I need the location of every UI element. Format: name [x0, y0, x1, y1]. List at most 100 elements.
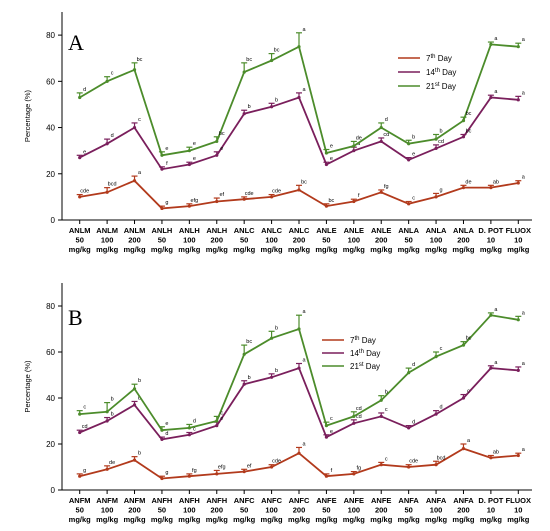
data-point [489, 186, 493, 190]
data-point [407, 158, 411, 162]
significance-label: c [83, 405, 86, 411]
significance-label: e [330, 429, 333, 435]
x-tick-label-line: mg/kg [96, 515, 119, 524]
data-point [132, 387, 137, 391]
x-tick-label-line: ANLA [426, 226, 447, 235]
significance-label: e [193, 156, 196, 162]
significance-label: bc [246, 339, 252, 345]
data-point [187, 204, 191, 208]
x-tick-label: FLUOX 10 mg/kg [506, 496, 531, 524]
significance-label: efg [218, 464, 226, 470]
x-tick-label: ANFH 200 mg/kg [206, 496, 229, 524]
x-tick-label-line: mg/kg [151, 245, 174, 254]
legend-entry-base: 21 [350, 362, 359, 371]
data-point [105, 190, 109, 194]
data-point [516, 98, 520, 102]
x-tick-label: ANFC 200 mg/kg [288, 496, 311, 524]
data-point [352, 149, 356, 153]
x-tick-label-line: 200 [457, 506, 470, 515]
legend-entry-sup: th [359, 349, 364, 355]
x-tick-label: ANFC 100 mg/kg [261, 496, 284, 524]
data-point [379, 463, 383, 467]
data-point [187, 149, 191, 153]
x-tick-label-line: 200 [375, 506, 388, 515]
data-point [379, 414, 383, 418]
data-point [379, 125, 383, 130]
x-tick-label-line: 50 [240, 236, 248, 245]
legend-entry-sup: st [359, 362, 364, 368]
data-point [78, 474, 82, 478]
data-point [489, 366, 493, 370]
significance-label: cd [438, 139, 444, 145]
x-tick-label-line: 50 [404, 506, 412, 515]
x-tick-label-line: mg/kg [206, 515, 229, 524]
significance-label: c [467, 389, 470, 395]
x-tick-label: ANLE 100 mg/kg [343, 226, 366, 254]
significance-label: b [248, 375, 251, 381]
data-point [269, 375, 274, 379]
x-tick-label-line: ANFM [124, 496, 146, 505]
data-point [434, 463, 438, 467]
x-tick-label-line: ANFE [371, 496, 391, 505]
series-1: g de b g fg efg ef cde a f fg c cde bcd a ab a [76, 438, 526, 481]
data-point [297, 95, 301, 100]
significance-label: b [275, 368, 278, 374]
significance-label: cd [383, 132, 389, 138]
series-line [79, 96, 519, 171]
x-tick-label: ANLH 200 mg/kg [206, 226, 229, 254]
x-tick-label-line: mg/kg [452, 245, 475, 254]
x-tick-label: ANLA 200 mg/kg [452, 226, 475, 254]
x-tick-label: ANFE 200 mg/kg [370, 496, 393, 524]
x-tick-label-line: FLUOX [506, 226, 531, 235]
legend-entry: 14th Day [426, 68, 456, 77]
x-tick-label-line: ANFA [453, 496, 474, 505]
y-tick-label: 20 [46, 170, 55, 179]
x-tick-label-line: 100 [348, 506, 361, 515]
series-line [79, 366, 519, 441]
significance-label: d [357, 141, 360, 147]
panel-label: A [68, 30, 84, 55]
significance-label: de [465, 179, 471, 185]
x-tick-label-line: ANFM [96, 496, 118, 505]
legend-entry-base: 7 [350, 336, 355, 345]
x-tick-label-line: 100 [183, 506, 196, 515]
data-point [407, 202, 411, 206]
legend-entry-base: 14 [426, 68, 435, 77]
y-tick-label: 20 [46, 440, 55, 449]
data-point [160, 428, 164, 432]
x-tick-label-line: mg/kg [261, 245, 284, 254]
significance-label: a [302, 358, 306, 364]
x-tick-label-line: ANLC [261, 226, 282, 235]
x-tick-label-line: 50 [404, 236, 412, 245]
data-point [324, 162, 329, 167]
legend-entry: 14th Day [350, 349, 380, 358]
significance-label: cde [409, 459, 418, 465]
data-point [407, 142, 411, 146]
significance-label: b [138, 451, 141, 457]
significance-label: g [165, 470, 168, 476]
legend-entry-rest: Day [359, 336, 375, 345]
x-tick-label-line: mg/kg [398, 515, 421, 524]
significance-label: f [331, 468, 333, 474]
data-point [407, 426, 411, 430]
x-tick-label-line: 50 [322, 236, 330, 245]
x-tick-label-line: mg/kg [425, 515, 448, 524]
data-point [352, 414, 356, 418]
x-tick-label-line: 200 [211, 506, 224, 515]
x-tick-label-line: mg/kg [507, 245, 530, 254]
x-tick-label-line: mg/kg [69, 245, 92, 254]
x-tick-label-line: mg/kg [261, 515, 284, 524]
significance-label: e [220, 146, 223, 152]
x-tick-label-line: ANLE [344, 226, 364, 235]
x-tick-label-line: ANFM [69, 496, 91, 505]
legend-entry-rest: Day [440, 82, 456, 91]
x-tick-label-line: ANLE [316, 226, 336, 235]
significance-label: e [83, 149, 86, 155]
legend-entry: 21st Day [350, 362, 380, 371]
legend-entry: 7th Day [350, 336, 376, 345]
data-point [215, 419, 219, 423]
significance-label: a [302, 441, 306, 447]
